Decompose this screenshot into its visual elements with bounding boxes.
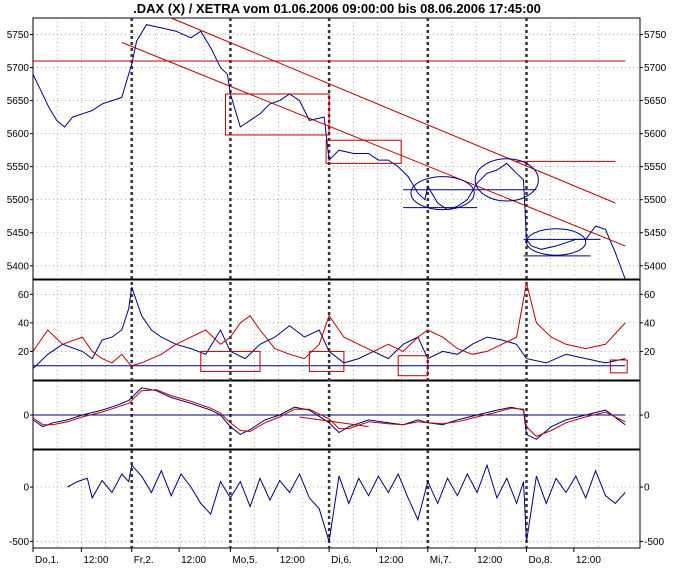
highlight-rectangle <box>200 350 261 372</box>
y-tick-label-right: 5700 <box>644 63 667 74</box>
y-tick-label-right: 5400 <box>644 261 667 272</box>
highlight-rectangle <box>397 355 429 377</box>
trendline <box>170 17 616 204</box>
trendline <box>121 41 626 247</box>
x-tick-label: Fr,2. <box>134 555 154 566</box>
y-tick-label-right: 0 <box>644 483 650 494</box>
y-tick-label-left: 20 <box>18 347 30 358</box>
indicator-2-series-line-1 <box>32 389 626 437</box>
x-tick-label: Mi,7. <box>430 555 452 566</box>
indicator-3-panel: -500 -500 0 0 <box>9 463 664 548</box>
indicator-1-series-line-1 <box>32 282 626 367</box>
indicator-1-frame <box>32 279 641 381</box>
indicator-1-series-line-0 <box>32 286 626 369</box>
chart-title: .DAX (X) / XETRA vom 01.06.2006 09:00:00… <box>133 1 541 16</box>
highlight-rectangle <box>224 93 330 136</box>
indicator-3-frame <box>32 449 641 549</box>
y-tick-label-left: 5450 <box>7 228 30 239</box>
price-series-line-0 <box>32 24 626 280</box>
x-tick-label: 12:00 <box>378 555 403 566</box>
y-tick-label-right: 5750 <box>644 30 667 41</box>
y-tick-label-right: 60 <box>644 290 656 301</box>
x-tick-label: 12:00 <box>280 555 305 566</box>
trendline <box>299 416 369 428</box>
indicator-3-series-line-0 <box>67 463 626 542</box>
y-tick-label-left: 0 <box>23 483 29 494</box>
x-tick-label: Do,1. <box>35 555 59 566</box>
x-tick-label: 12:00 <box>477 555 502 566</box>
pattern-circle <box>410 176 475 211</box>
x-tick-label: 12:00 <box>83 555 108 566</box>
indicator-2-series-line-0 <box>32 387 626 440</box>
highlight-rectangle <box>308 350 345 372</box>
x-tick-label: 12:00 <box>576 555 601 566</box>
indicator-1-panel: 20 20 40 40 60 60 <box>18 282 656 377</box>
y-tick-label-right: 40 <box>644 318 656 329</box>
y-tick-label-left: 60 <box>18 290 30 301</box>
y-tick-label-left: 5400 <box>7 261 30 272</box>
x-tick-label: Do,8. <box>528 555 552 566</box>
y-tick-label-right: 5500 <box>644 195 667 206</box>
pattern-circle <box>474 158 539 202</box>
y-tick-label-left: 5600 <box>7 129 30 140</box>
highlight-rectangle <box>609 359 628 374</box>
x-tick-label: Di,6. <box>331 555 352 566</box>
y-tick-label-left: 5650 <box>7 96 30 107</box>
y-tick-label-left: 0 <box>23 411 29 422</box>
y-tick-label-left: 5550 <box>7 162 30 173</box>
y-tick-label-left: 5700 <box>7 63 30 74</box>
y-tick-label-right: 5650 <box>644 96 667 107</box>
y-tick-label-right: 5550 <box>644 162 667 173</box>
y-tick-label-right: 20 <box>644 347 656 358</box>
y-tick-label-left: 40 <box>18 318 30 329</box>
pattern-circle <box>525 228 587 256</box>
highlight-rectangle <box>325 139 402 164</box>
y-tick-label-right: 5600 <box>644 129 667 140</box>
y-tick-label-right: 0 <box>644 411 650 422</box>
y-tick-label-left: 5500 <box>7 195 30 206</box>
x-tick-label: 12:00 <box>181 555 206 566</box>
y-tick-label-left: -500 <box>9 537 29 548</box>
price-panel: 5400 5400 5450 5450 5500 5500 5550 5550 5600 5600… <box>7 17 667 280</box>
x-tick-label: Mo,5. <box>232 555 257 566</box>
y-tick-label-left: 5750 <box>7 30 30 41</box>
y-tick-label-right: 5450 <box>644 228 667 239</box>
y-tick-label-right: -500 <box>644 537 664 548</box>
